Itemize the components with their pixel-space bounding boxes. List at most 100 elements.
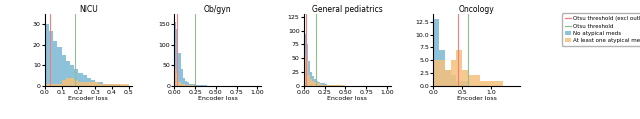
Bar bbox=[66, 61, 70, 86]
Bar bbox=[180, 84, 182, 86]
Bar bbox=[335, 85, 337, 86]
Bar bbox=[316, 81, 318, 86]
Bar bbox=[108, 84, 112, 86]
Bar bbox=[191, 85, 193, 86]
Bar bbox=[112, 84, 116, 86]
Bar bbox=[329, 85, 331, 86]
Bar bbox=[45, 84, 49, 86]
Bar bbox=[310, 72, 312, 86]
Bar bbox=[204, 85, 205, 86]
Bar bbox=[456, 81, 462, 86]
Bar bbox=[58, 47, 61, 86]
Bar bbox=[177, 29, 179, 86]
Title: NICU: NICU bbox=[79, 5, 98, 13]
Bar bbox=[304, 34, 306, 86]
Bar bbox=[323, 85, 324, 86]
Bar bbox=[474, 75, 480, 86]
Bar bbox=[49, 84, 53, 86]
Bar bbox=[492, 81, 497, 86]
X-axis label: Encoder loss: Encoder loss bbox=[328, 96, 367, 101]
Bar bbox=[95, 82, 99, 86]
Bar bbox=[486, 81, 492, 86]
Bar bbox=[497, 81, 503, 86]
Bar bbox=[70, 65, 74, 86]
Bar bbox=[337, 85, 339, 86]
Bar bbox=[120, 84, 124, 86]
Bar bbox=[193, 85, 195, 86]
Bar bbox=[451, 60, 456, 86]
Bar bbox=[70, 77, 74, 86]
Bar bbox=[312, 76, 314, 86]
Title: Oncology: Oncology bbox=[459, 5, 495, 13]
Bar bbox=[439, 60, 445, 86]
Bar bbox=[308, 61, 310, 86]
Bar bbox=[462, 70, 468, 86]
Bar bbox=[197, 85, 199, 86]
Bar bbox=[78, 82, 83, 86]
Title: Ob/gyn: Ob/gyn bbox=[204, 5, 232, 13]
Bar bbox=[199, 85, 201, 86]
Bar bbox=[104, 84, 108, 86]
Legend: Otsu threshold (excl outliers), Otsu threshold, No atypical meds, At least one a: Otsu threshold (excl outliers), Otsu thr… bbox=[562, 13, 640, 46]
Bar bbox=[91, 80, 95, 86]
Bar bbox=[324, 85, 326, 86]
Bar bbox=[95, 82, 99, 86]
Bar bbox=[177, 73, 179, 86]
Bar bbox=[191, 84, 193, 86]
Bar bbox=[304, 55, 306, 86]
Bar bbox=[324, 84, 326, 86]
Bar bbox=[112, 84, 116, 86]
Bar bbox=[193, 84, 195, 86]
Bar bbox=[445, 70, 451, 86]
Bar bbox=[321, 83, 323, 86]
Bar bbox=[468, 75, 474, 86]
Bar bbox=[312, 81, 314, 86]
Bar bbox=[456, 50, 462, 86]
Bar bbox=[335, 85, 337, 86]
Bar bbox=[310, 79, 312, 86]
Bar bbox=[116, 84, 120, 86]
Bar bbox=[53, 84, 58, 86]
Bar bbox=[187, 82, 189, 86]
Bar bbox=[99, 84, 104, 86]
Bar bbox=[308, 75, 310, 86]
Bar bbox=[189, 85, 191, 86]
Bar bbox=[174, 67, 177, 86]
Bar bbox=[86, 82, 91, 86]
X-axis label: Encoder loss: Encoder loss bbox=[457, 96, 497, 101]
Bar bbox=[445, 70, 451, 86]
Bar bbox=[331, 85, 333, 86]
Bar bbox=[61, 55, 66, 86]
X-axis label: Encoder loss: Encoder loss bbox=[68, 96, 108, 101]
Bar bbox=[53, 41, 58, 86]
Bar bbox=[108, 84, 112, 86]
Bar bbox=[74, 69, 78, 86]
Bar bbox=[314, 82, 316, 86]
Bar bbox=[45, 25, 49, 86]
Bar bbox=[306, 45, 308, 86]
Bar bbox=[116, 84, 120, 86]
Bar bbox=[99, 82, 104, 86]
Bar bbox=[78, 73, 83, 86]
Bar bbox=[339, 85, 341, 86]
Bar bbox=[323, 84, 324, 86]
Bar bbox=[333, 85, 335, 86]
Bar bbox=[49, 31, 53, 86]
Bar bbox=[316, 84, 318, 86]
Bar bbox=[333, 85, 335, 86]
Bar bbox=[318, 84, 321, 86]
Bar bbox=[179, 53, 180, 86]
Bar bbox=[174, 22, 177, 86]
Bar bbox=[331, 85, 333, 86]
Bar bbox=[66, 77, 70, 86]
Bar bbox=[306, 61, 308, 86]
Bar bbox=[439, 50, 445, 86]
Bar bbox=[182, 84, 185, 86]
Title: General pediatrics: General pediatrics bbox=[312, 5, 383, 13]
Bar bbox=[195, 85, 197, 86]
Bar bbox=[343, 85, 345, 86]
Bar bbox=[205, 85, 207, 86]
Bar bbox=[187, 85, 189, 86]
Bar bbox=[337, 85, 339, 86]
Bar bbox=[451, 75, 456, 86]
